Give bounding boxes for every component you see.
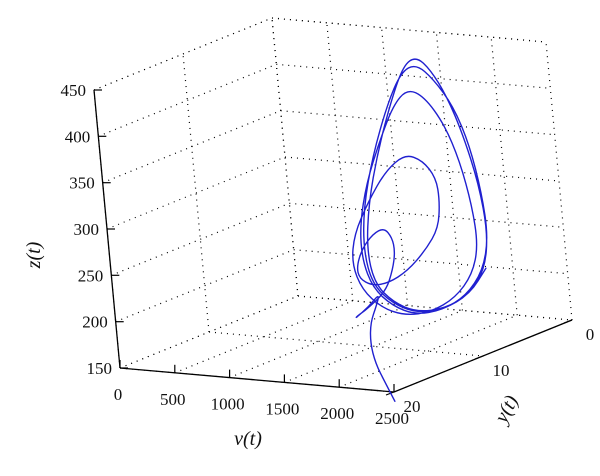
z-axis-title: z(t) [23,241,45,269]
grid-line-x-back-3 [435,32,463,311]
grid-line-z-left-3 [106,156,286,230]
axis-layer [93,89,573,396]
x-tick-label-4: 2000 [320,404,354,423]
grid-line-z-left-5 [98,63,277,137]
z-tick-label-2: 250 [78,266,104,285]
grid-line-z-left-2 [111,202,290,276]
y-tick-mark-0 [563,319,573,324]
x-axis-line [119,367,395,393]
y-axis-title: y(t) [490,391,524,428]
grid-line-z-left-4 [102,110,281,184]
grid-line-x-back-1 [326,22,354,301]
grid-line-y-floor-0 [297,295,573,321]
z-tick-label-4: 350 [69,174,95,193]
x-tick-label-3: 1500 [265,399,299,418]
z-tick-label-5: 400 [65,127,91,146]
grid-line-z-back-2 [289,202,564,228]
z-tick-label-0: 150 [87,359,113,378]
grid-line-z-back-6 [271,17,547,43]
box-top-left-edge [93,17,273,91]
grid-line-z-back-3 [284,156,560,182]
y-tick-label-1: 10 [493,361,510,380]
trajectory-series-0 [352,58,488,402]
grid-line-x-back-4 [490,37,518,316]
y-tick-label-0: 0 [586,325,595,344]
x-tick-label-5: 2500 [375,409,409,428]
grid-line-x-floor-2 [229,305,408,379]
y-tick-mark-2 [385,391,395,396]
x-tick-label-1: 500 [160,390,186,409]
grid-line-x-floor-1 [174,300,354,374]
grid-line-z-back-5 [276,63,551,89]
grid-line-y-floor-1 [208,331,484,357]
grid-line-z-left-1 [115,249,294,323]
x-axis-title: v(t) [234,428,262,450]
grid-line-x-floor-4 [338,314,518,388]
grid-line-x-back-5 [545,41,573,321]
grid-line-z-back-1 [293,249,568,275]
series-layer [352,58,488,402]
grid-line-z-back-4 [280,110,555,136]
z-tick-label-6: 450 [61,81,87,100]
y-tick-label-2: 20 [404,397,421,416]
grid-line-x-floor-3 [284,309,463,383]
x-tick-label-2: 1000 [211,395,245,414]
box-top-back-edge [271,17,547,43]
z-tick-label-3: 300 [74,220,100,239]
y-tick-mark-1 [474,355,484,360]
x-tick-label-0: 0 [114,385,123,404]
grid-line-z-back-0 [297,295,573,321]
z-tick-label-1: 200 [82,313,108,332]
grid-layer [93,17,573,393]
